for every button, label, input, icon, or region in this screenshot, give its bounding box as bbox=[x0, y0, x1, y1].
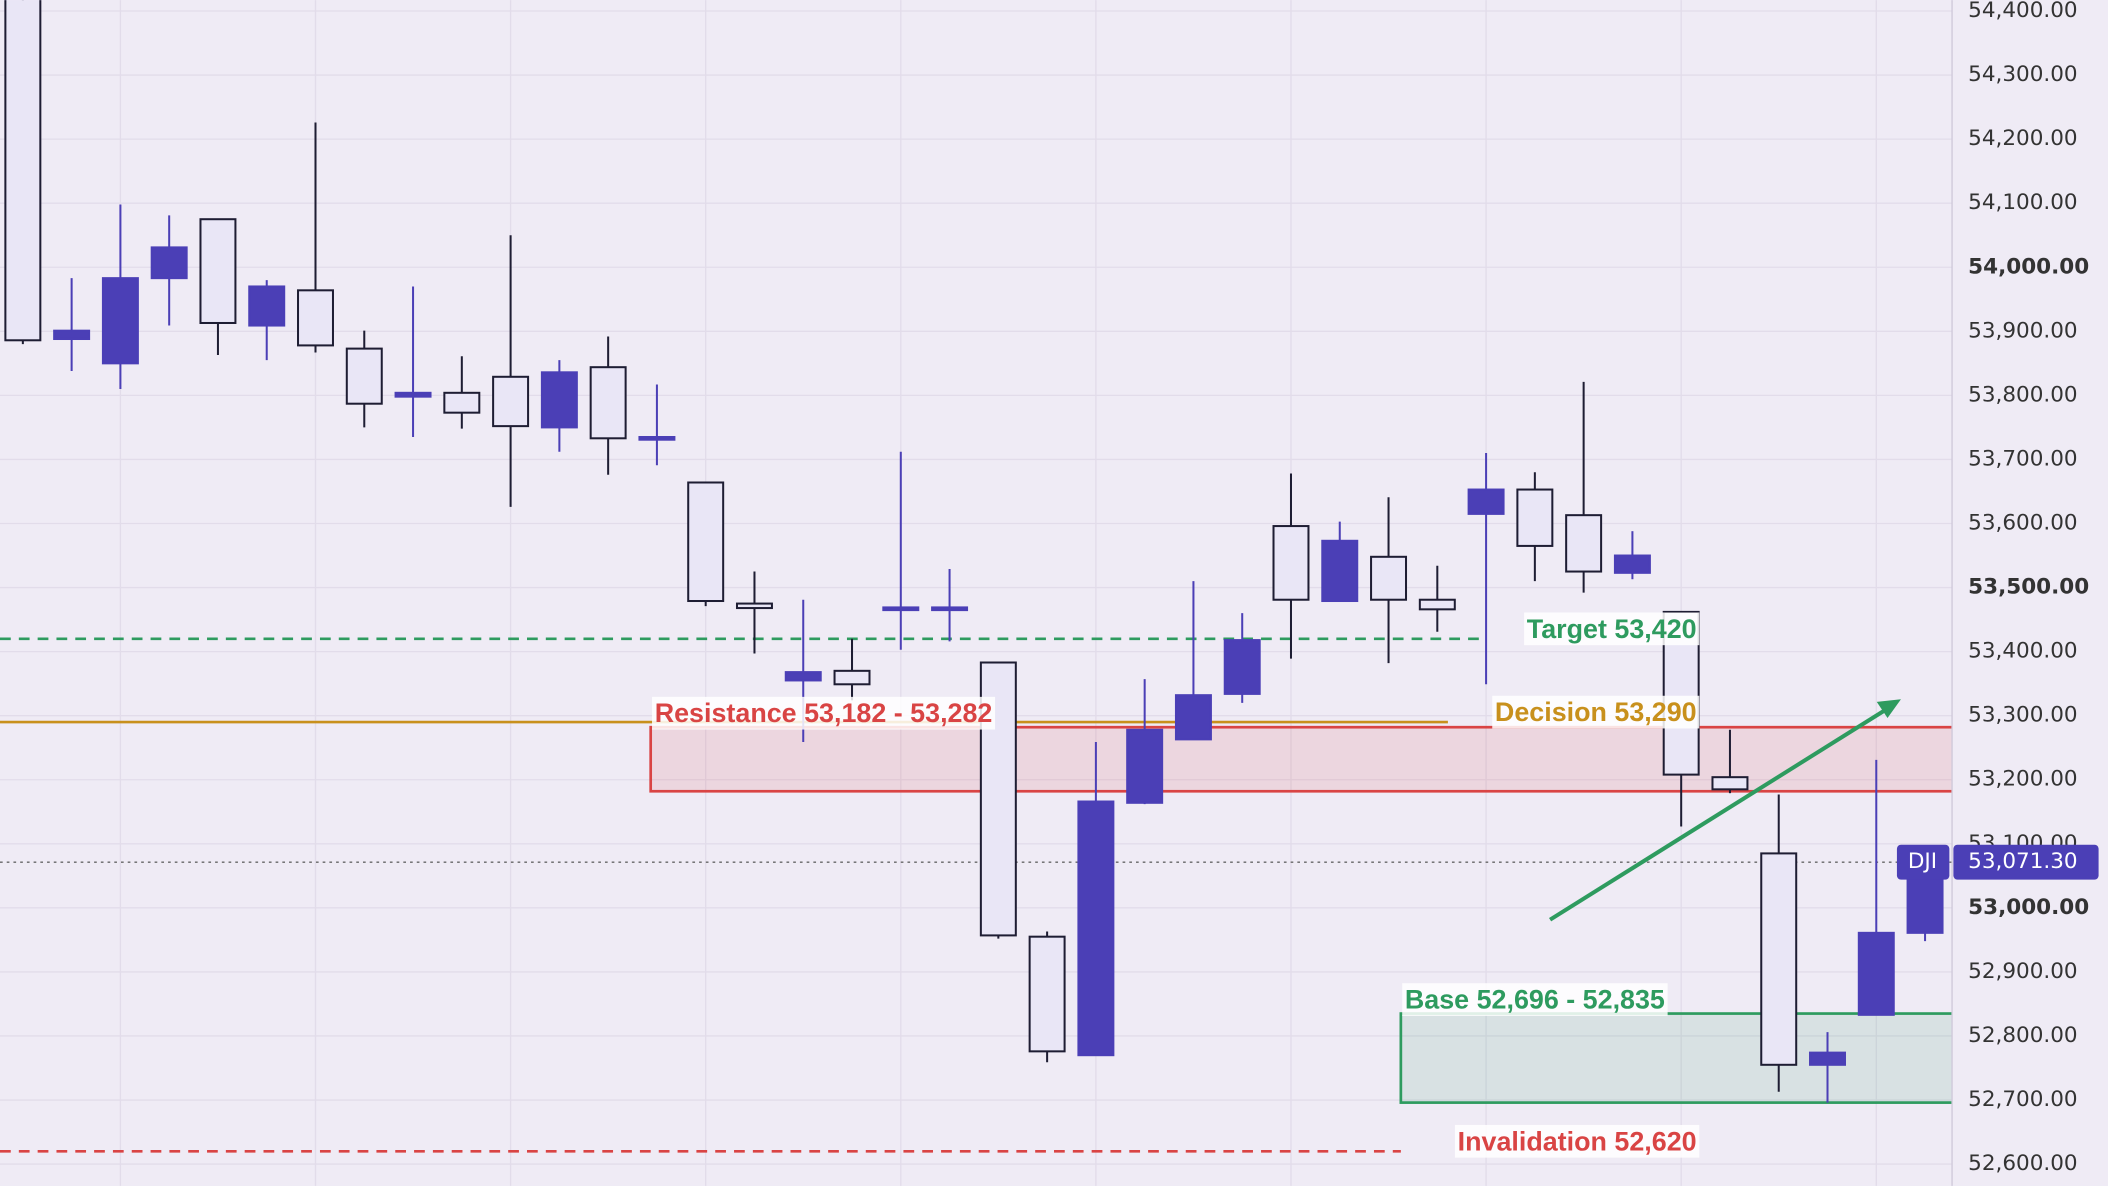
last-price-tag-bg bbox=[1953, 844, 2099, 880]
trend-arrow bbox=[1549, 699, 1901, 922]
candle-body bbox=[1272, 525, 1310, 601]
candle-body bbox=[735, 602, 773, 610]
annotation-label-bg bbox=[1402, 983, 1668, 1016]
y-tick-label: 53,600.00 bbox=[1968, 510, 2077, 535]
candle-body bbox=[1126, 728, 1164, 804]
symbol-tag: DJI bbox=[1908, 849, 1937, 874]
y-tick-label: 53,000.00 bbox=[1968, 895, 2089, 920]
y-tick-label: 54,000.00 bbox=[1968, 254, 2089, 279]
labels: Target 53,420 Decision 53,290 Invalidation… bbox=[652, 612, 1700, 1158]
candle-body bbox=[931, 606, 969, 612]
annotation-label-bg bbox=[1492, 695, 1700, 729]
y-tick-label: 53,400.00 bbox=[1968, 639, 2077, 664]
candle-body bbox=[199, 218, 237, 324]
annotation-label: Decision 53,290 bbox=[1495, 697, 1697, 727]
y-tick-label: 53,300.00 bbox=[1968, 703, 2077, 728]
y-axis: 52,600.00 52,700.00 52,800.00 52,900.00 53,0… bbox=[1896, 0, 2099, 1176]
annotation-label-bg bbox=[1454, 1124, 1700, 1158]
candle-body bbox=[1028, 935, 1066, 1053]
candle-body bbox=[4, 0, 42, 342]
candles bbox=[4, 0, 1944, 1103]
candle-body bbox=[1516, 488, 1554, 547]
y-tick-label: 52,600.00 bbox=[1968, 1151, 2077, 1176]
candle-body bbox=[1760, 852, 1798, 1066]
candle-body bbox=[1857, 931, 1895, 1016]
candle-body bbox=[1711, 776, 1749, 791]
candle-body bbox=[589, 366, 627, 440]
y-tick-label: 53,500.00 bbox=[1968, 575, 2089, 600]
zone bbox=[649, 725, 1953, 793]
candle-body bbox=[1418, 598, 1456, 611]
y-tick-label: 52,800.00 bbox=[1968, 1023, 2077, 1048]
arrow-head bbox=[1876, 699, 1901, 719]
candle-body bbox=[833, 669, 871, 686]
candle-body bbox=[1809, 1051, 1846, 1066]
y-tick-label: 54,300.00 bbox=[1968, 62, 2077, 87]
candle-body bbox=[1565, 514, 1603, 573]
symbol-tag-bg bbox=[1896, 844, 1950, 880]
annotation-label: Base 52,696 - 52,835 bbox=[1405, 985, 1665, 1015]
candle-body bbox=[1223, 639, 1261, 695]
annotation-label-bg bbox=[652, 696, 996, 730]
y-tick-label: 52,900.00 bbox=[1968, 959, 2077, 984]
last-price-tag: 53,071.30 bbox=[1968, 849, 2077, 874]
annotation-label: Invalidation 52,620 bbox=[1458, 1126, 1697, 1156]
candle-body bbox=[443, 391, 481, 414]
y-tick-label: 54,100.00 bbox=[1968, 190, 2077, 215]
annotation-label-bg bbox=[1524, 612, 1700, 646]
y-tick-label: 53,200.00 bbox=[1968, 767, 2077, 792]
annotation-label: Target 53,420 bbox=[1527, 614, 1697, 644]
candle-body bbox=[492, 375, 530, 428]
candle-body bbox=[882, 606, 920, 612]
candle-body bbox=[1321, 539, 1359, 603]
y-tick-label: 53,900.00 bbox=[1968, 318, 2077, 343]
y-tick-label: 53,800.00 bbox=[1968, 382, 2077, 407]
candle-body bbox=[784, 671, 822, 682]
candle-body bbox=[1613, 554, 1651, 574]
candle-body bbox=[1077, 800, 1115, 1057]
candle-body bbox=[53, 329, 91, 341]
candle-body bbox=[540, 371, 578, 429]
y-tick-label: 54,200.00 bbox=[1968, 126, 2077, 151]
zone bbox=[1399, 1012, 1953, 1104]
candle-body bbox=[687, 481, 725, 603]
candle-body bbox=[101, 277, 139, 365]
y-tick-label: 53,700.00 bbox=[1968, 446, 2077, 471]
candle-body bbox=[345, 347, 383, 405]
candle-body bbox=[150, 246, 188, 280]
candle-body bbox=[297, 289, 334, 347]
arrow-shaft bbox=[1549, 706, 1889, 922]
candle-body bbox=[394, 391, 432, 398]
y-tick-label: 52,700.00 bbox=[1968, 1087, 2077, 1112]
candle-body bbox=[248, 285, 286, 327]
candle-body bbox=[1467, 488, 1505, 515]
annotation-label: Resistance 53,182 - 53,282 bbox=[655, 698, 993, 728]
candle-body bbox=[1370, 555, 1408, 601]
candle-body bbox=[1174, 694, 1212, 741]
grid bbox=[0, 0, 1953, 1186]
candle-body bbox=[638, 436, 676, 441]
y-tick-label: 54,400.00 bbox=[1968, 0, 2077, 23]
